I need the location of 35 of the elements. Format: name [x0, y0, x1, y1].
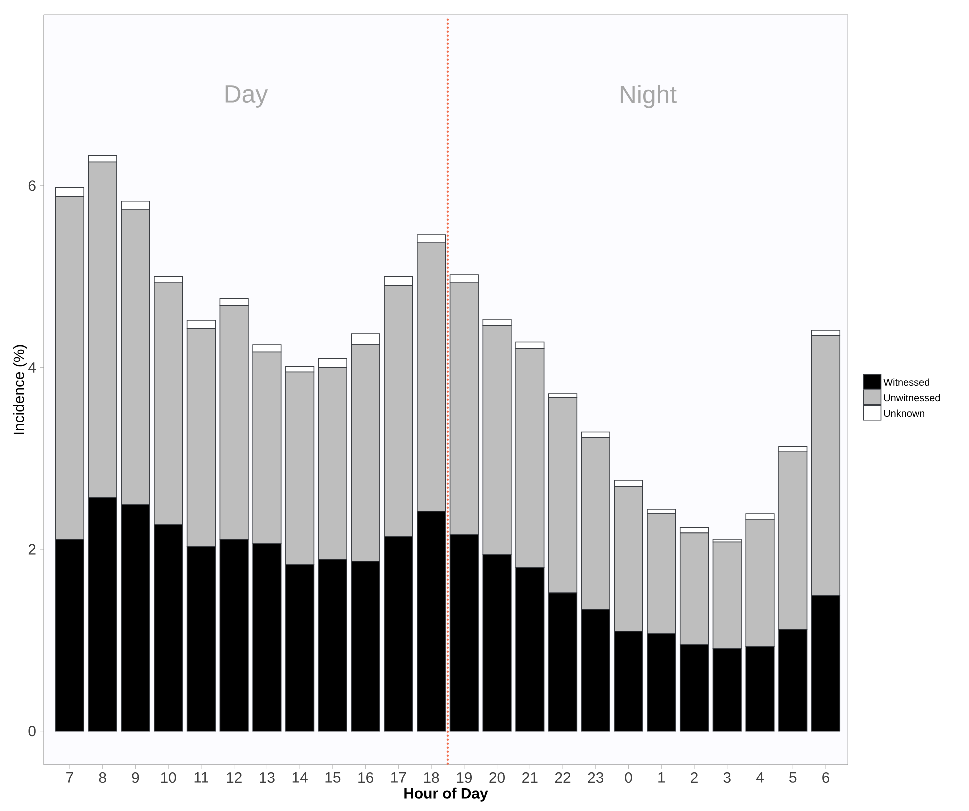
x-tick-label: 12	[227, 772, 242, 783]
y-tick-label: 0	[28, 726, 36, 737]
legend-label: Unknown	[884, 410, 925, 418]
x-tick-label: 1	[658, 772, 666, 783]
y-axis-title: Incidence (%)	[13, 345, 28, 434]
annotation: Night	[620, 85, 677, 108]
x-tick-label: 0	[625, 772, 632, 784]
x-tick-label: 18	[424, 772, 440, 784]
x-tick-label: 7	[66, 772, 74, 783]
x-tick-label: 5	[790, 772, 797, 783]
x-tick-label: 9	[132, 772, 140, 784]
x-tick-label: 17	[392, 772, 406, 783]
x-tick-label: 10	[161, 772, 176, 784]
y-tick-label: 2	[28, 544, 36, 555]
x-tick-label: 15	[326, 772, 341, 783]
annotation: Day	[226, 86, 268, 108]
x-tick-label: 23	[588, 772, 604, 784]
legend-label: Unwitnessed	[884, 394, 940, 402]
x-tick-label: 16	[358, 772, 374, 784]
x-tick-label: 19	[457, 772, 472, 784]
x-tick-label: 20	[490, 772, 506, 784]
x-tick-label: 14	[292, 772, 308, 783]
x-tick-label: 13	[260, 772, 275, 784]
y-tick-label: 4	[28, 362, 36, 373]
x-tick-label: 6	[822, 772, 830, 784]
x-tick-label: 8	[99, 772, 106, 784]
x-tick-label: 21	[522, 772, 538, 783]
x-tick-label: 3	[724, 772, 731, 784]
x-axis-title: Hour of Day	[404, 788, 488, 802]
x-tick-label: 11	[194, 772, 208, 783]
y-tick-label: 6	[28, 180, 36, 192]
x-tick-label: 22	[555, 772, 571, 783]
x-tick-label: 4	[756, 772, 764, 783]
legend-label: Witnessed	[884, 378, 930, 386]
x-tick-label: 2	[691, 772, 698, 783]
